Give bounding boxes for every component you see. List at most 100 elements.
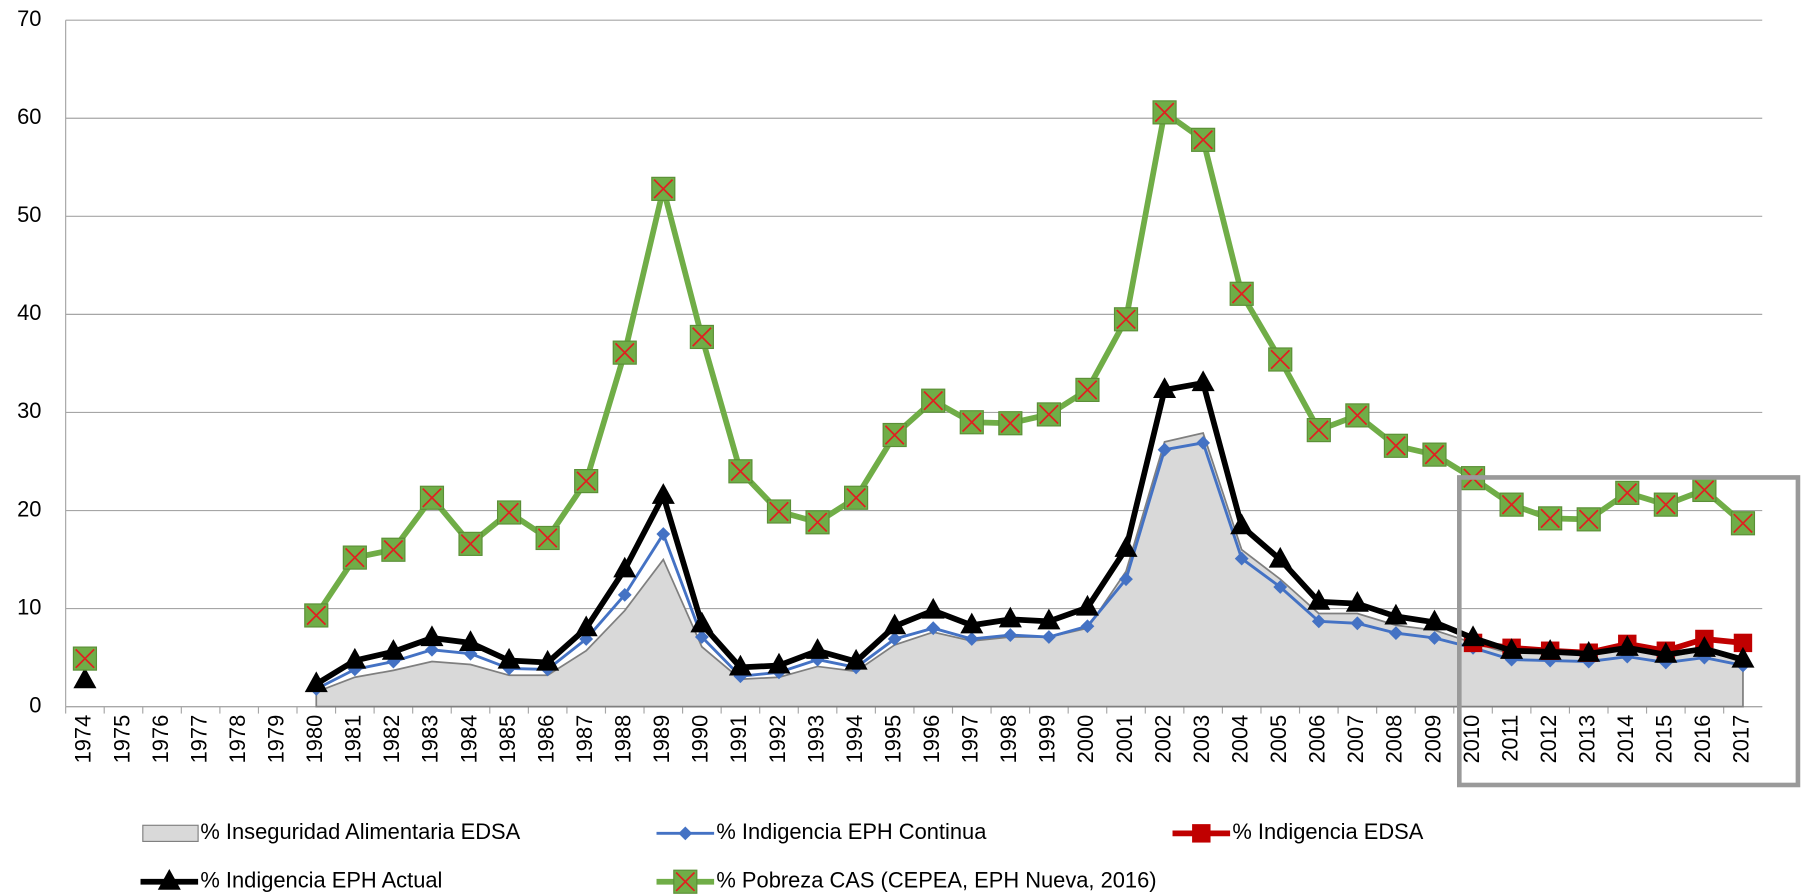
point [728,459,753,484]
point [458,630,483,651]
point [1268,347,1293,372]
point [806,638,830,659]
point [535,525,560,551]
point [1191,127,1216,152]
x-tick-label: 2007 [1343,715,1368,764]
point [343,647,367,669]
point [420,625,444,647]
x-tick-label: 2005 [1266,715,1291,764]
x-tick-label: 1982 [379,715,404,764]
marker-cross [1617,483,1638,503]
point [1731,646,1755,668]
point [651,176,676,201]
marker-cross [1000,413,1021,434]
marker-cross [422,487,442,508]
point [574,469,599,494]
point [497,647,521,669]
marker-cross [614,342,635,363]
x-tick-label: 2006 [1305,715,1330,764]
marker-cross [807,512,828,533]
marker-cross [653,179,674,199]
marker-cross [1578,509,1599,530]
x-tick-label: 1975 [109,715,134,764]
point [921,597,945,619]
x-tick-label: 1986 [533,715,558,764]
point [496,500,522,525]
y-tick-label: 60 [17,104,41,129]
x-tick-label: 1974 [71,715,96,764]
x-tick-label: 1980 [302,715,327,764]
point [1499,492,1524,517]
marker-cross [306,605,327,626]
x-tick-label: 1993 [803,715,828,764]
y-tick-label: 30 [17,398,41,423]
point [844,648,868,670]
x-tick-label: 1988 [611,715,636,764]
x-tick-label: 1977 [186,715,211,764]
point [1345,403,1370,428]
y-tick-label: 0 [29,692,41,717]
point [651,483,675,504]
x-tick-label: 2003 [1189,715,1214,764]
point [1692,636,1716,657]
marker-cross [576,471,597,491]
point [574,615,598,637]
point [1036,402,1061,427]
point [1229,281,1254,306]
x-tick-label: 1983 [418,715,443,764]
point [1306,418,1331,443]
x-tick-label: 1998 [996,715,1021,764]
point [1615,480,1640,505]
y-tick-label: 70 [17,6,41,31]
point [304,671,328,693]
point [612,340,637,365]
point [1230,513,1254,535]
marker-cross [923,390,944,411]
point [1114,536,1138,557]
marker-cross [537,528,558,548]
x-tick-label: 2012 [1536,715,1561,764]
point [73,667,97,689]
x-tick-label: 2014 [1613,715,1638,764]
point [381,639,405,660]
point [887,632,902,646]
legend-label: % Indigencia EPH Actual [200,868,442,893]
point [1538,639,1562,660]
line [314,380,1744,687]
point [964,632,979,646]
point [1311,614,1326,629]
point [689,324,714,350]
x-tick-label: 1978 [225,715,250,764]
x-tick-label: 2009 [1420,715,1445,764]
point [1075,594,1099,616]
x-tick-label: 1996 [919,715,944,764]
point [1654,642,1678,663]
point [1730,511,1756,536]
x-tick-label: 2001 [1112,715,1137,764]
point [926,621,941,636]
marker-cross [460,534,481,554]
marker-cross [1116,309,1136,330]
y-tick-label: 40 [17,300,41,325]
point [458,531,483,556]
point [1500,638,1524,659]
point [728,654,752,676]
x-tick-label: 1981 [341,715,366,764]
legend-marker [1192,824,1211,843]
x-tick-label: 1997 [958,715,983,764]
x-tick-label: 1976 [148,715,173,764]
x-tick-label: 1992 [765,715,790,764]
marker-cross [1656,494,1676,515]
marker-cross [1077,380,1098,400]
point [921,388,946,413]
x-tick-label: 2017 [1729,715,1754,764]
point [1307,589,1331,610]
marker-cross [1501,494,1522,515]
marker-cross [846,487,866,508]
point [72,646,98,671]
x-tick-label: 2008 [1382,715,1407,764]
marker-cross [1308,420,1329,440]
x-tick-label: 1994 [842,715,867,764]
point [1152,100,1177,125]
point [1153,377,1177,398]
